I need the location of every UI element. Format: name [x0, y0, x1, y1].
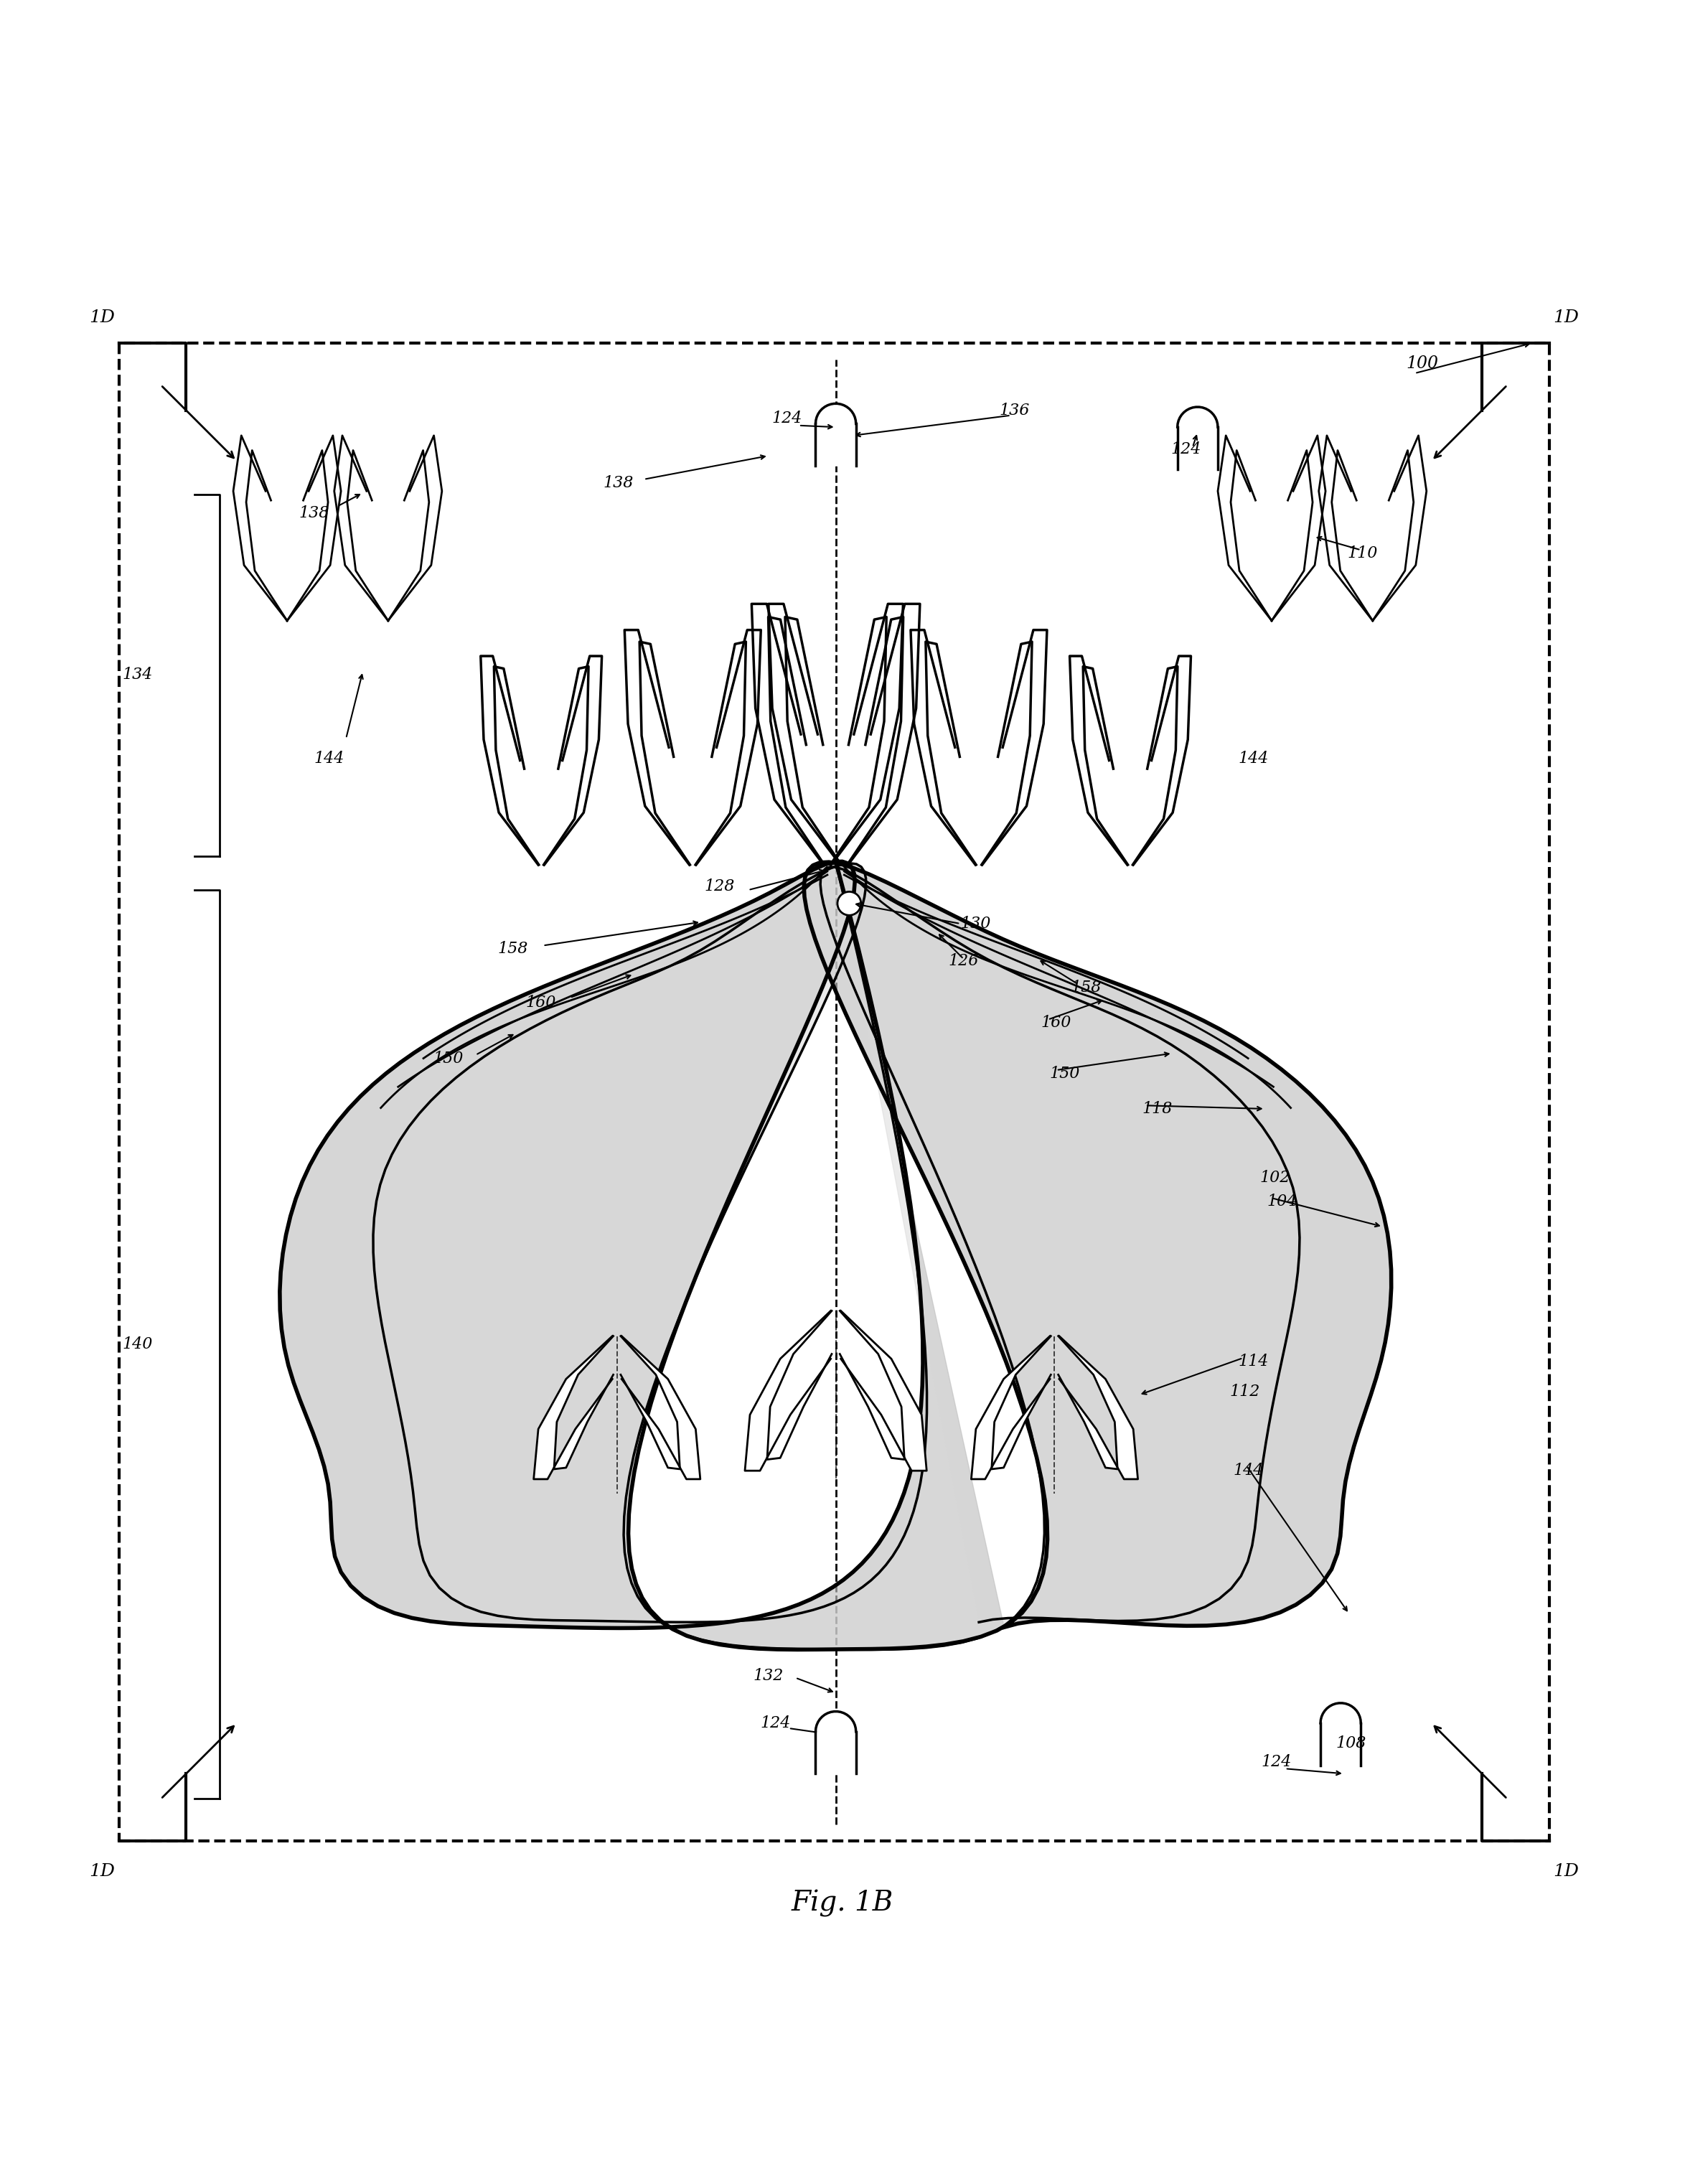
Polygon shape — [1218, 435, 1272, 620]
Polygon shape — [625, 629, 689, 865]
Polygon shape — [910, 629, 976, 865]
Text: 158: 158 — [1072, 981, 1102, 996]
Text: 102: 102 — [1260, 1171, 1291, 1186]
Polygon shape — [745, 1310, 832, 1470]
Text: 132: 132 — [753, 1669, 784, 1684]
Text: 138: 138 — [298, 505, 329, 520]
Text: 130: 130 — [960, 915, 991, 933]
Polygon shape — [1070, 655, 1127, 865]
Circle shape — [837, 891, 861, 915]
Polygon shape — [831, 603, 903, 865]
Text: 144: 144 — [1238, 751, 1269, 767]
Polygon shape — [816, 404, 856, 465]
Polygon shape — [768, 603, 841, 865]
Polygon shape — [816, 1712, 856, 1773]
Text: 1D: 1D — [89, 310, 115, 325]
Polygon shape — [982, 629, 1046, 865]
Text: 144: 144 — [313, 751, 344, 767]
Text: 126: 126 — [949, 952, 979, 970]
Text: 1D: 1D — [1554, 310, 1579, 325]
Polygon shape — [480, 655, 539, 865]
Text: 1D: 1D — [89, 1863, 115, 1880]
Polygon shape — [752, 603, 824, 865]
Bar — [120, 343, 1550, 1841]
Polygon shape — [372, 863, 1299, 1649]
Text: 150: 150 — [1050, 1066, 1080, 1081]
Polygon shape — [1178, 406, 1218, 470]
Polygon shape — [334, 435, 388, 620]
Text: 124: 124 — [772, 411, 802, 426]
Polygon shape — [696, 629, 762, 865]
Text: Fig. 1B: Fig. 1B — [792, 1889, 893, 1918]
Polygon shape — [620, 1337, 701, 1479]
Text: 150: 150 — [433, 1051, 463, 1066]
Polygon shape — [1058, 1337, 1137, 1479]
Text: 100: 100 — [1407, 356, 1439, 371]
Text: 128: 128 — [704, 878, 735, 895]
Polygon shape — [1319, 435, 1373, 620]
Text: 124: 124 — [760, 1714, 790, 1732]
Polygon shape — [971, 1337, 1051, 1479]
Polygon shape — [1321, 1704, 1361, 1765]
Text: 136: 136 — [999, 402, 1030, 417]
Text: 138: 138 — [603, 474, 634, 491]
Text: 110: 110 — [1348, 546, 1378, 561]
Text: 114: 114 — [1238, 1354, 1269, 1369]
Polygon shape — [233, 435, 286, 620]
Text: 144: 144 — [1233, 1463, 1264, 1479]
Polygon shape — [286, 435, 340, 620]
Polygon shape — [388, 435, 441, 620]
Text: 140: 140 — [121, 1337, 152, 1352]
Polygon shape — [534, 1337, 613, 1479]
Text: 124: 124 — [1171, 441, 1201, 456]
Text: 160: 160 — [526, 996, 556, 1011]
Polygon shape — [544, 655, 602, 865]
Text: 104: 104 — [1267, 1192, 1297, 1210]
Text: 158: 158 — [497, 941, 527, 957]
Text: 118: 118 — [1142, 1101, 1173, 1116]
Text: 160: 160 — [1041, 1016, 1072, 1031]
Polygon shape — [1272, 435, 1326, 620]
Polygon shape — [280, 860, 1392, 1649]
Text: 108: 108 — [1336, 1736, 1367, 1752]
Polygon shape — [1132, 655, 1191, 865]
Text: 124: 124 — [1262, 1754, 1292, 1769]
Text: 1D: 1D — [1554, 1863, 1579, 1880]
Text: 134: 134 — [121, 666, 152, 681]
Polygon shape — [848, 603, 920, 865]
Polygon shape — [839, 1310, 927, 1470]
Text: 112: 112 — [1230, 1385, 1260, 1400]
Polygon shape — [1373, 435, 1427, 620]
